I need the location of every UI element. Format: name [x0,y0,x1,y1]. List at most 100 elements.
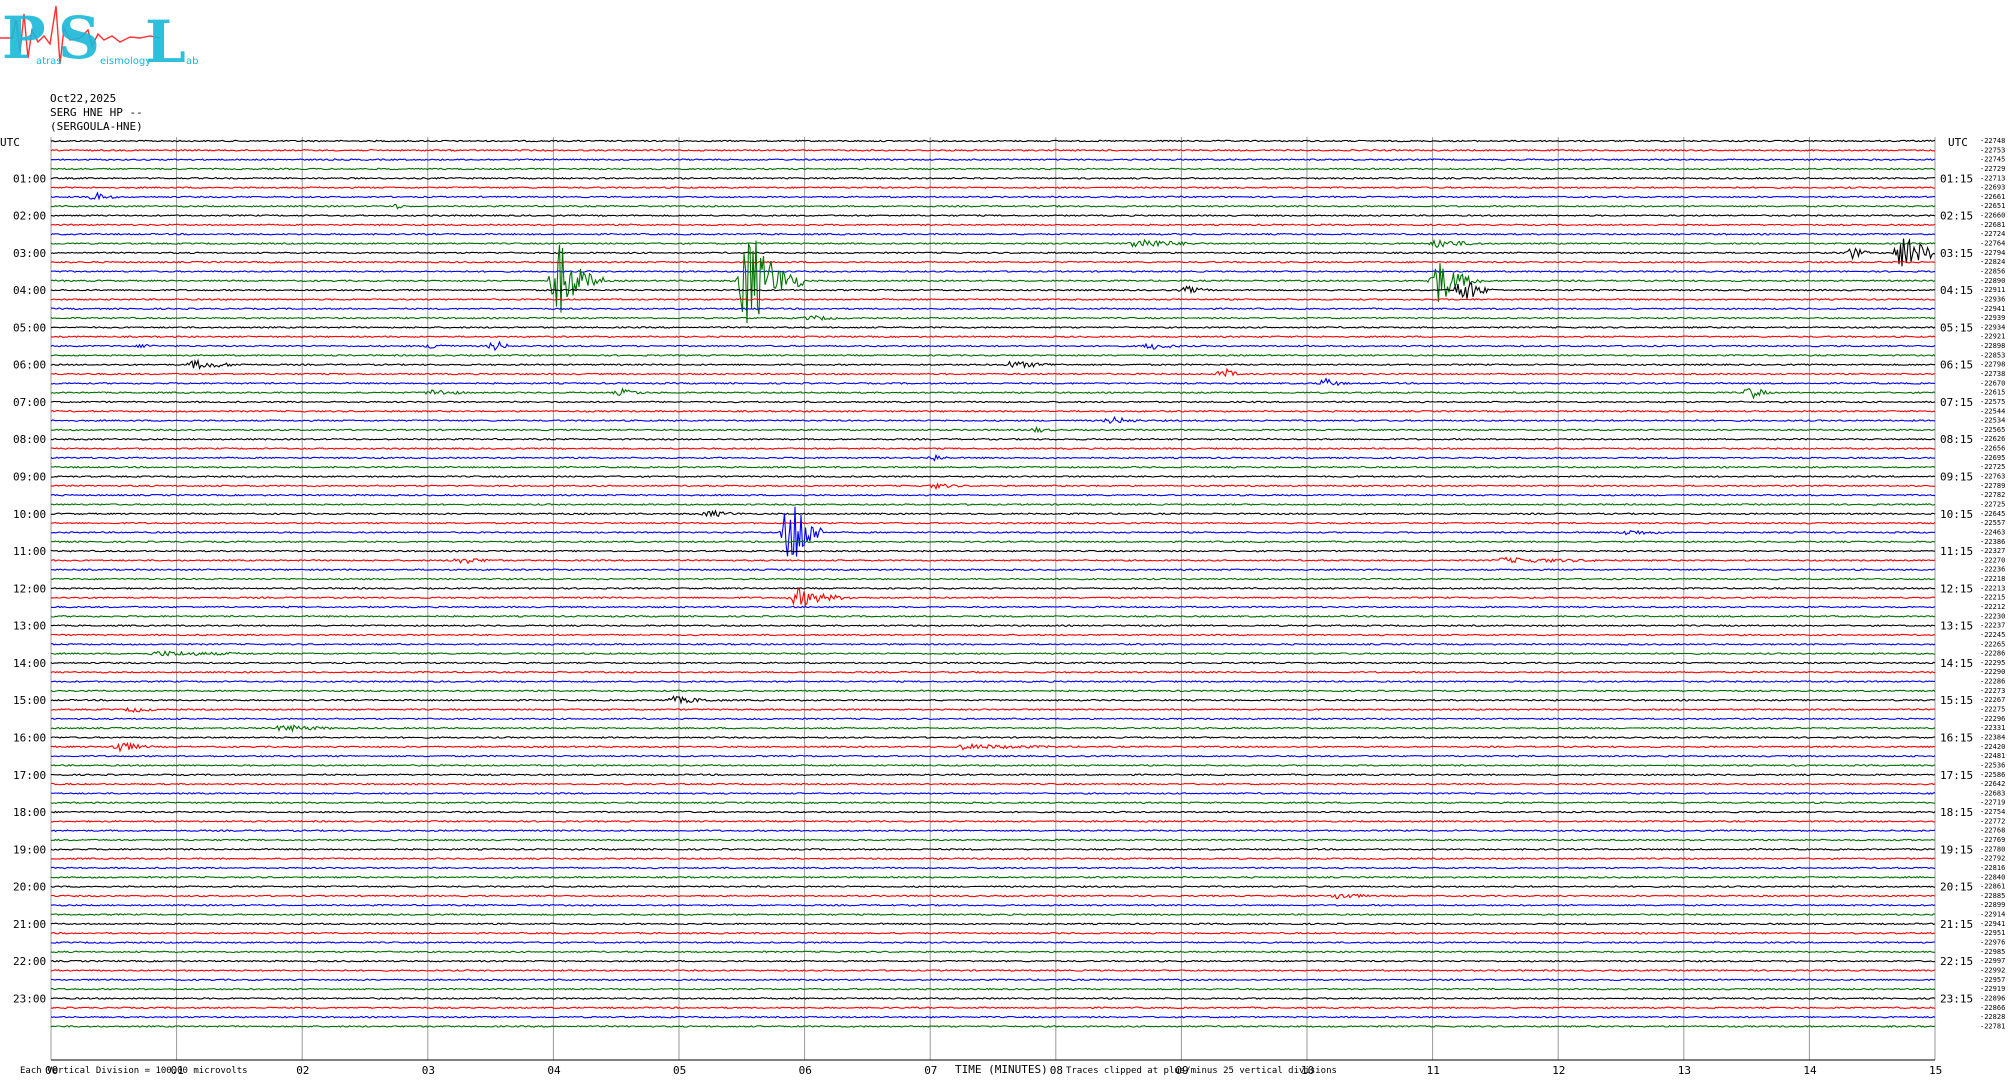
trace-line [50,191,1935,201]
trace-line [50,367,1935,378]
trace-line [50,176,1935,180]
right-time-label: 23:15 [1940,992,1973,1005]
right-offset-label: -22748 [1980,137,2005,145]
right-offset-label: -22215 [1980,594,2005,602]
trace-line [50,335,1936,339]
right-offset-label: -22754 [1980,808,2005,816]
trace-line [51,649,1936,657]
logo-letter-p: P [2,4,46,70]
right-offset-label: -22856 [1980,267,2005,275]
trace-line [50,586,1936,590]
trace-line [51,987,1936,991]
right-offset-label: -22951 [1980,929,2005,937]
right-offset-label: -22768 [1980,827,2005,835]
trace-line [50,847,1936,851]
trace-line [50,829,1936,833]
logo-waveform [0,5,161,65]
right-offset-label: -22898 [1980,342,2005,350]
x-tick-label: 05 [673,1064,686,1077]
right-offset-labels: -22748-22753-22745-22729-22713-22693-226… [1980,137,2005,1030]
right-offset-label: -22275 [1980,706,2005,714]
trace-line [50,482,1936,491]
right-offset-label: -22660 [1980,212,2005,220]
right-offset-label: -22656 [1980,445,2005,453]
right-offset-label: -22481 [1980,752,2005,760]
right-time-label: 19:15 [1940,843,1973,856]
right-offset-label: -22769 [1980,836,2005,844]
trace-line [50,158,1936,162]
trace-line [50,1025,1936,1028]
trace-line [50,307,1936,311]
trace-line [50,922,1936,926]
left-time-label: 09:00 [13,471,46,484]
right-offset-label: -22695 [1980,454,2005,462]
trace-line [50,453,1935,462]
right-time-label: 20:15 [1940,881,1973,894]
right-offset-label: -22237 [1980,622,2005,630]
trace-line [50,437,1936,441]
trace-line [50,741,1936,753]
trace-line [50,978,1936,982]
right-time-label: 15:15 [1940,694,1973,707]
trace-line [50,167,1936,171]
right-time-label: 18:15 [1940,806,1973,819]
right-offset-label: -22290 [1980,668,2005,676]
left-time-labels: 01:00 02:00 03:00 04:00 05:00 06:00 07:00 08:00… [13,172,46,1005]
left-time-label: 20:00 [13,881,46,894]
x-tick-label: 02 [296,1064,309,1077]
left-time-label: 15:00 [13,694,46,707]
right-offset-label: -22789 [1980,482,2005,490]
trace-line [50,695,1936,705]
right-offset-label: -22866 [1980,1004,2005,1012]
right-offset-label: -22885 [1980,892,2005,900]
x-tick-label: 12 [1552,1064,1565,1077]
trace-line [50,706,1936,713]
header-date: Oct22,2025 [50,92,117,105]
right-offset-label: -22331 [1980,724,2005,732]
right-offset-label: -22267 [1980,696,2005,704]
right-offset-label: -22534 [1980,417,2005,425]
trace-line [51,903,1936,907]
trace-line [50,577,1936,581]
header-location: (SERGOULA-HNE) [50,120,143,133]
right-offset-label: -22626 [1980,435,2005,443]
trace-line [50,1015,1936,1019]
right-offset-label: -22463 [1980,528,2005,536]
right-offset-label: -22939 [1980,314,2005,322]
left-time-label: 10:00 [13,508,46,521]
right-offset-label: -22890 [1980,277,2005,285]
trace-line [50,661,1936,665]
right-offset-label: -22327 [1980,547,2005,555]
trace-line [51,203,1936,210]
right-offset-label: -22557 [1980,519,2005,527]
trace-line [50,624,1936,628]
trace-line [50,969,1936,972]
left-time-label: 14:00 [13,657,46,670]
right-time-label: 03:15 [1940,247,1973,260]
right-offset-label: -22273 [1980,687,2005,695]
right-offset-label: -22824 [1980,258,2005,266]
x-tick-label: 01 [171,1064,184,1077]
right-offset-label: -22828 [1980,1013,2005,1021]
left-time-label: 02:00 [13,210,46,223]
right-offset-label: -22780 [1980,845,2005,853]
right-offset-label: -22230 [1980,612,2005,620]
right-offset-label: -22661 [1980,193,2005,201]
right-offset-label: -22957 [1980,976,2005,984]
right-time-label: 05:15 [1940,321,1973,334]
right-offset-label: -22693 [1980,184,2005,192]
seismic-traces [50,139,1936,1028]
right-time-label: 02:15 [1940,210,1973,223]
right-time-label: 07:15 [1940,396,1973,409]
x-tick-label: 00 [45,1064,58,1077]
left-time-label: 23:00 [13,992,46,1005]
left-time-label: 07:00 [13,396,46,409]
right-offset-label: -22645 [1980,510,2005,518]
trace-line [50,959,1936,963]
right-time-label: 21:15 [1940,918,1973,931]
right-offset-label: -22670 [1980,379,2005,387]
trace-line [50,642,1936,646]
trace-line [50,875,1936,879]
right-offset-label: -22245 [1980,631,2005,639]
right-offset-label: -22265 [1980,640,2005,648]
